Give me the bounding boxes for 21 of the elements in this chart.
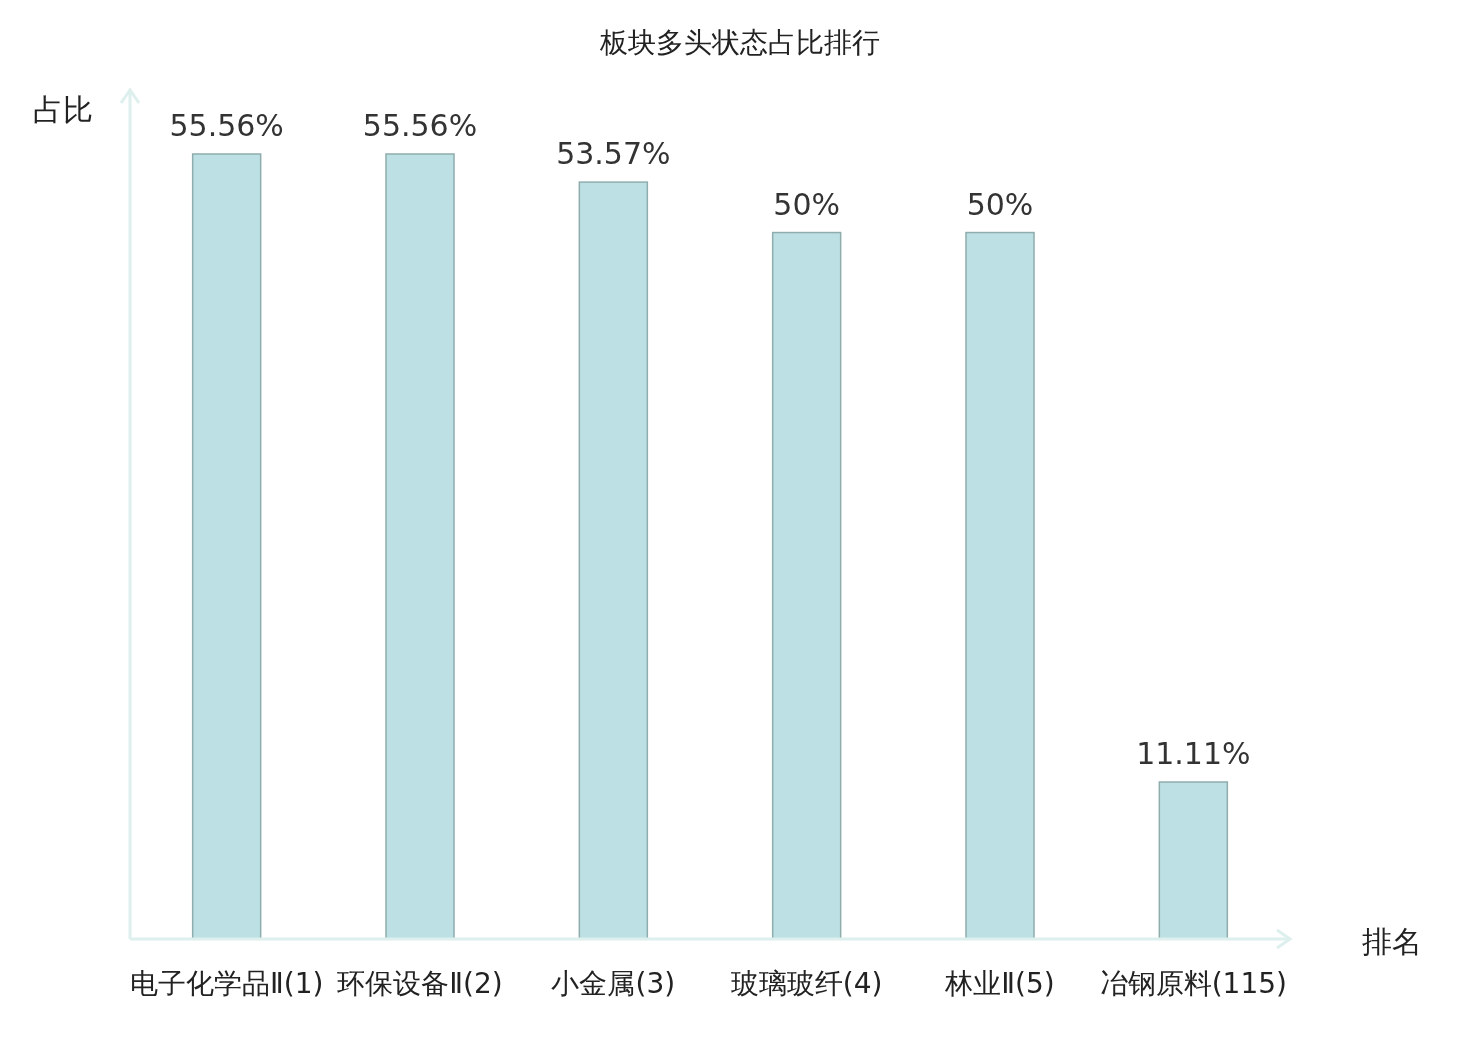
bar: [1158, 781, 1229, 940]
x-tick-label: 玻璃玻纤(4): [730, 967, 883, 1000]
data-label: 55.56%: [362, 108, 478, 143]
bar: [771, 231, 842, 940]
x-tick-label: 电子化学品Ⅱ(1): [129, 967, 324, 1000]
bar: [965, 231, 1035, 940]
bar: [578, 181, 649, 940]
data-label: 50%: [773, 186, 841, 222]
chart-title: 板块多头状态占比排行: [599, 26, 880, 59]
bar: [191, 153, 262, 940]
data-label: 55.56%: [169, 108, 284, 143]
x-tick-label: 冶钢原料(115): [1099, 967, 1287, 1000]
y-axis-title: 占比: [33, 92, 93, 127]
bar: [385, 153, 455, 940]
x-tick-label: 小金属(3): [551, 967, 676, 1000]
data-label: 50%: [966, 186, 1034, 222]
data-label: 11.11%: [1136, 736, 1251, 772]
x-axis-title: 排名: [1362, 924, 1422, 959]
data-label: 53.57%: [556, 136, 671, 172]
x-tick-label: 林业Ⅱ(5): [944, 967, 1055, 1000]
x-tick-label: 环保设备Ⅱ(2): [337, 967, 503, 1000]
